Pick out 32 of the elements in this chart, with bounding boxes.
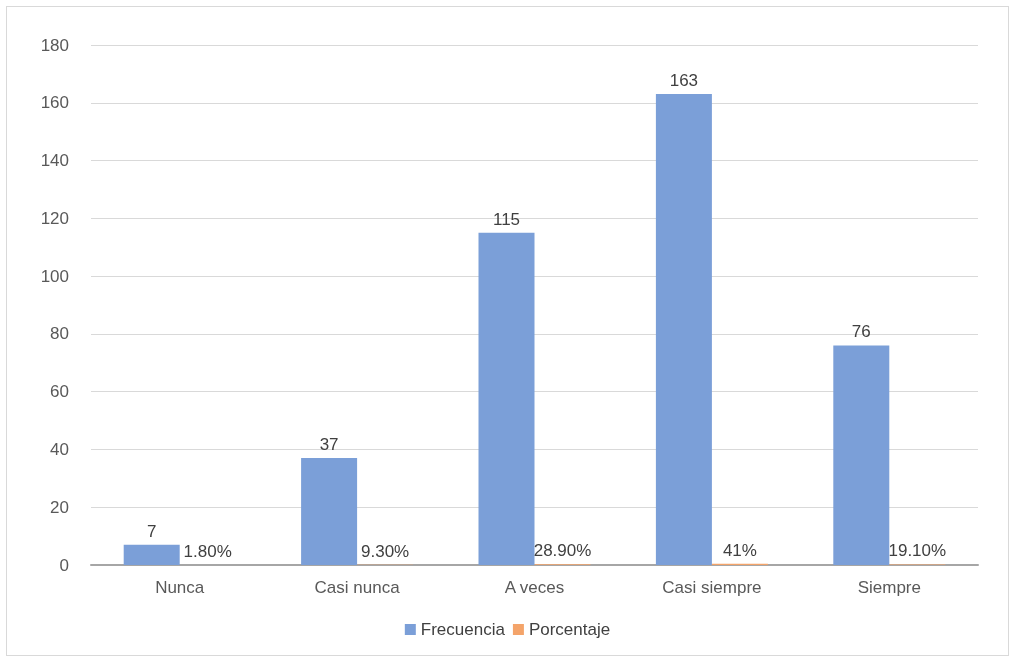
y-tick-label: 140: [40, 151, 69, 171]
data-label: 28.90%: [533, 541, 592, 561]
y-tick-label: 40: [50, 439, 69, 459]
data-label: 41%: [722, 540, 757, 560]
y-tick-label: 120: [40, 208, 69, 228]
y-tick-label: 0: [59, 555, 69, 575]
x-tick-label: Casi nunca: [314, 578, 401, 597]
data-label: 1.80%: [183, 541, 232, 561]
x-tick-label: Casi siempre: [662, 578, 762, 597]
bar: [301, 458, 358, 565]
data-label: 7: [146, 521, 157, 541]
data-label: 163: [669, 71, 699, 91]
bar: [655, 94, 712, 565]
bar: [833, 345, 890, 565]
bar: [478, 232, 535, 565]
data-label: 115: [492, 209, 521, 229]
data-label: 76: [851, 322, 871, 342]
legend-label: Frecuencia: [420, 620, 506, 639]
y-tick-label: 180: [40, 35, 69, 55]
data-label: 37: [319, 435, 339, 455]
bar: [123, 544, 180, 565]
x-tick-label: Siempre: [857, 578, 921, 597]
data-label: 19.10%: [888, 541, 947, 561]
y-tick-label: 160: [40, 93, 69, 113]
data-label: 9.30%: [361, 541, 410, 561]
y-tick-label: 60: [50, 382, 69, 402]
y-tick-label: 80: [50, 324, 69, 344]
legend-label: Porcentaje: [528, 620, 611, 639]
x-tick-label: A veces: [504, 578, 565, 597]
y-tick-label: 20: [50, 497, 69, 517]
x-tick-label: Nunca: [155, 578, 205, 597]
y-tick-label: 100: [40, 266, 69, 286]
